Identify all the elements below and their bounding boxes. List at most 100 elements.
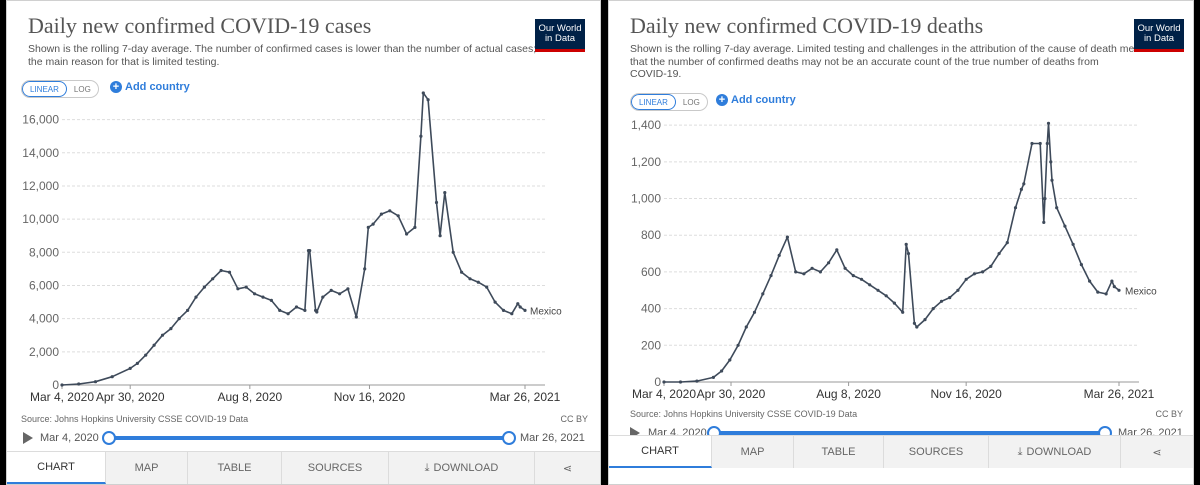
data-point[interactable] — [912, 321, 916, 325]
share-icon[interactable]: ⋖ — [1152, 446, 1162, 459]
data-point[interactable] — [329, 288, 333, 292]
data-point[interactable] — [438, 234, 442, 238]
data-point[interactable] — [366, 225, 370, 229]
scale-toggle[interactable]: LINEAR LOG — [630, 93, 708, 111]
data-point[interactable] — [1071, 242, 1075, 246]
data-point[interactable] — [711, 375, 715, 379]
tab-chart[interactable]: CHART — [609, 436, 712, 468]
source-note[interactable]: Source: Johns Hopkins University CSSE CO… — [630, 409, 858, 419]
linear-button[interactable]: LINEAR — [631, 94, 676, 110]
data-point[interactable] — [1038, 141, 1042, 146]
data-point[interactable] — [906, 252, 911, 256]
data-point[interactable] — [794, 270, 798, 274]
data-point[interactable] — [236, 287, 240, 291]
data-point[interactable] — [1063, 224, 1067, 228]
data-point[interactable] — [1088, 279, 1092, 283]
data-point[interactable] — [1013, 206, 1018, 210]
data-point[interactable] — [744, 325, 748, 329]
data-point[interactable] — [785, 235, 789, 239]
timeline-start-handle[interactable] — [102, 431, 116, 445]
data-point[interactable] — [915, 325, 919, 329]
data-point[interactable] — [518, 305, 522, 309]
data-point[interactable] — [810, 266, 814, 270]
data-point[interactable] — [868, 283, 872, 287]
data-point[interactable] — [1096, 290, 1100, 294]
scale-toggle[interactable]: LINEAR LOG — [21, 80, 99, 98]
data-point[interactable] — [144, 353, 148, 357]
license-label[interactable]: CC BY — [1155, 409, 1183, 419]
data-point[interactable] — [294, 305, 299, 309]
data-point[interactable] — [493, 300, 497, 304]
data-point[interactable] — [261, 295, 265, 299]
data-point[interactable] — [964, 277, 968, 281]
data-point[interactable] — [736, 343, 740, 347]
data-point[interactable] — [77, 382, 81, 386]
data-point[interactable] — [419, 134, 423, 138]
data-point[interactable] — [843, 266, 847, 270]
data-point[interactable] — [662, 380, 666, 384]
data-point[interactable] — [219, 268, 223, 273]
data-point[interactable] — [1049, 160, 1053, 164]
data-point[interactable] — [1112, 285, 1116, 289]
data-point[interactable] — [434, 200, 439, 205]
add-country-button[interactable]: + Add country — [716, 94, 796, 106]
data-point[interactable] — [186, 308, 190, 312]
data-point[interactable] — [1019, 187, 1023, 191]
tab-chart[interactable]: CHART — [7, 452, 106, 484]
data-point[interactable] — [396, 214, 400, 218]
data-point[interactable] — [227, 270, 232, 274]
timeline-track[interactable] — [714, 431, 1106, 435]
play-icon[interactable] — [23, 432, 33, 444]
timeline-track[interactable] — [110, 436, 512, 440]
data-point[interactable] — [802, 272, 806, 276]
data-point[interactable] — [321, 295, 325, 299]
data-point[interactable] — [338, 292, 342, 296]
data-point[interactable] — [476, 280, 480, 284]
data-point[interactable] — [421, 91, 425, 95]
log-button[interactable]: LOG — [73, 84, 91, 94]
data-point[interactable] — [160, 333, 165, 337]
tab-map[interactable]: MAP — [106, 452, 188, 484]
data-point[interactable] — [1042, 220, 1046, 224]
data-point[interactable] — [363, 267, 367, 271]
data-point[interactable] — [931, 307, 935, 311]
data-point[interactable] — [1050, 178, 1054, 182]
data-point[interactable] — [501, 308, 506, 312]
data-point[interactable] — [60, 383, 64, 387]
data-point[interactable] — [443, 191, 447, 195]
data-point[interactable] — [1110, 279, 1114, 283]
data-point[interactable] — [152, 343, 156, 347]
data-point[interactable] — [269, 298, 273, 302]
data-point[interactable] — [405, 232, 409, 236]
data-point[interactable] — [769, 274, 773, 278]
tab-map[interactable]: MAP — [712, 436, 794, 468]
owid-logo[interactable]: Our World in Data — [1134, 19, 1184, 52]
tab-table[interactable]: TABLE — [188, 452, 282, 484]
data-point[interactable] — [510, 312, 514, 316]
data-point[interactable] — [354, 315, 358, 319]
data-point[interactable] — [211, 277, 215, 281]
data-point[interactable] — [777, 253, 781, 257]
data-point[interactable] — [110, 375, 114, 379]
data-point[interactable] — [997, 252, 1001, 256]
data-point[interactable] — [923, 318, 927, 322]
data-point[interactable] — [169, 327, 173, 331]
tab-download[interactable]: ⤓ DOWNLOAD — [989, 436, 1121, 468]
data-point[interactable] — [972, 272, 976, 276]
play-icon[interactable] — [630, 427, 640, 439]
data-point[interactable] — [303, 308, 307, 312]
source-note[interactable]: Source: Johns Hopkins University CSSE CO… — [21, 414, 249, 424]
data-point[interactable] — [818, 270, 822, 274]
data-point[interactable] — [278, 308, 282, 312]
data-point[interactable] — [901, 310, 905, 314]
data-point[interactable] — [286, 312, 290, 316]
series-line-mexico[interactable] — [61, 92, 526, 386]
data-point[interactable] — [1045, 141, 1049, 146]
data-point[interactable] — [720, 369, 724, 373]
data-point[interactable] — [835, 248, 839, 252]
license-label[interactable]: CC BY — [560, 414, 588, 424]
data-point[interactable] — [308, 249, 312, 253]
data-point[interactable] — [1104, 292, 1108, 296]
tab-table[interactable]: TABLE — [794, 436, 884, 468]
data-point[interactable] — [202, 285, 206, 289]
